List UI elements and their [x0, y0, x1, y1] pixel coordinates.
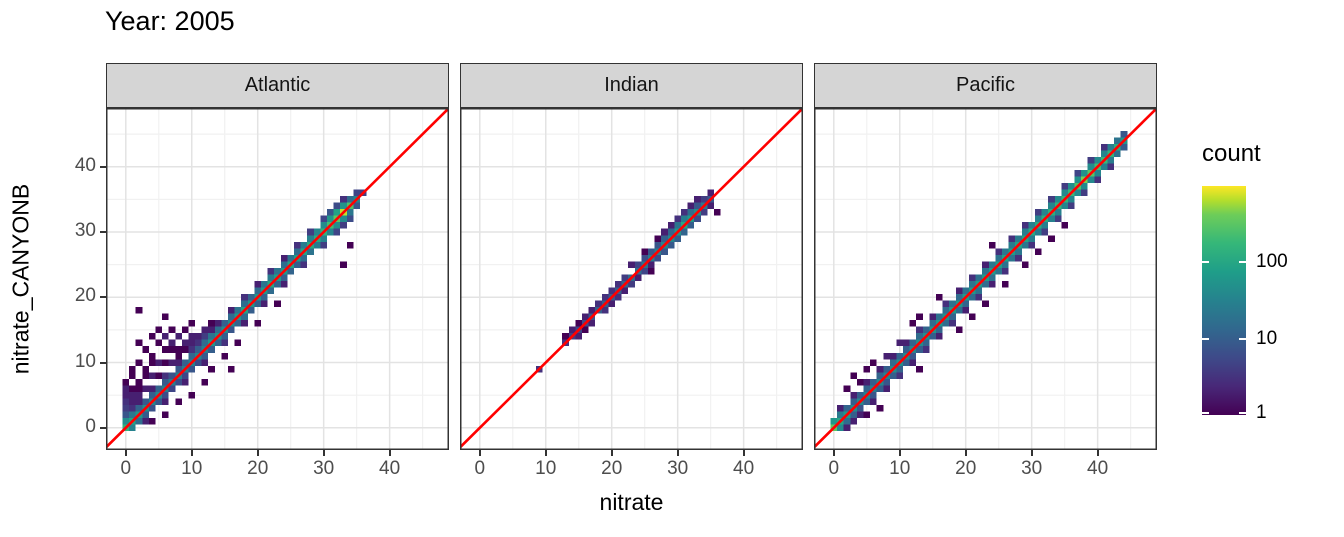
identity-line [814, 108, 1157, 449]
y-tick-label: 40 [74, 154, 96, 176]
x-tick-label: 10 [535, 458, 557, 479]
colorbar-tick-label: 10 [1256, 327, 1278, 349]
x-tick-label: 30 [667, 458, 689, 479]
x-tick-mark [964, 450, 967, 456]
y-tick-mark [100, 296, 106, 299]
y-tick-mark [100, 165, 106, 168]
x-tick-label: 40 [1087, 458, 1109, 479]
panel-border [106, 108, 449, 450]
colorbar-tick-mark [1202, 261, 1209, 264]
facet-strip-label: Indian [604, 74, 659, 96]
x-tick-label: 20 [601, 458, 623, 479]
y-axis-title: nitrate_CANYONB [7, 183, 34, 375]
x-tick-mark [742, 450, 745, 456]
gridlines-major [814, 108, 1157, 450]
x-tick-label: 0 [828, 458, 840, 479]
facet-strip-label: Pacific [956, 74, 1015, 96]
x-tick-label: 30 [313, 458, 335, 479]
x-tick-mark [676, 450, 679, 456]
x-tick-label: 0 [474, 458, 486, 479]
panel-indian [460, 108, 803, 450]
x-tick-label: 0 [120, 458, 132, 479]
x-tick-label: 40 [379, 458, 401, 479]
panel-border [814, 108, 1157, 450]
x-tick-mark [190, 450, 193, 456]
x-tick-mark [256, 450, 259, 456]
y-tick-label: 0 [85, 415, 96, 437]
x-tick-label: 30 [1021, 458, 1043, 479]
identity-line [460, 108, 803, 449]
x-tick-mark [832, 450, 835, 456]
x-tick-mark [388, 450, 391, 456]
colorbar-tick-label: 1 [1256, 402, 1267, 423]
plot-title: Year: 2005 [105, 6, 235, 36]
x-tick-mark [124, 450, 127, 456]
colorbar-tick-label: 100 [1256, 251, 1288, 273]
x-tick-mark [610, 450, 613, 456]
x-tick-label: 40 [733, 458, 755, 479]
x-tick-mark [478, 450, 481, 456]
colorbar-tick-mark [1239, 412, 1246, 414]
y-tick-label: 10 [74, 350, 96, 372]
y-tick-label: 20 [74, 285, 96, 307]
x-tick-label: 10 [889, 458, 911, 479]
x-tick-label: 10 [181, 458, 203, 479]
facet-strip-label: Atlantic [244, 74, 311, 96]
colorbar-tick-mark [1202, 337, 1209, 340]
legend-title: count [1202, 140, 1261, 167]
colorbar-tick-mark [1239, 337, 1246, 340]
facet-strip-indian: Indian [460, 63, 803, 108]
x-tick-mark [1030, 450, 1033, 456]
facet-strip-pacific: Pacific [814, 63, 1157, 108]
panel-atlantic [106, 108, 449, 450]
panel-pacific [814, 108, 1157, 450]
x-tick-mark [898, 450, 901, 456]
identity-line [106, 108, 449, 449]
colorbar-tick-mark [1202, 412, 1209, 414]
facet-strip-atlantic: Atlantic [106, 63, 449, 108]
legend-colorbar [1202, 186, 1246, 415]
x-tick-mark [544, 450, 547, 456]
x-tick-mark [322, 450, 325, 456]
x-tick-label: 20 [955, 458, 977, 479]
panel-border [460, 108, 803, 450]
y-tick-label: 30 [74, 220, 96, 241]
colorbar-tick-mark [1239, 261, 1246, 264]
y-tick-mark [100, 426, 106, 429]
x-tick-mark [1096, 450, 1099, 456]
x-tick-label: 20 [247, 458, 269, 479]
gridlines-minor [106, 108, 449, 450]
y-tick-mark [100, 231, 106, 233]
y-tick-mark [100, 361, 106, 364]
x-axis-title: nitrate [599, 489, 664, 515]
